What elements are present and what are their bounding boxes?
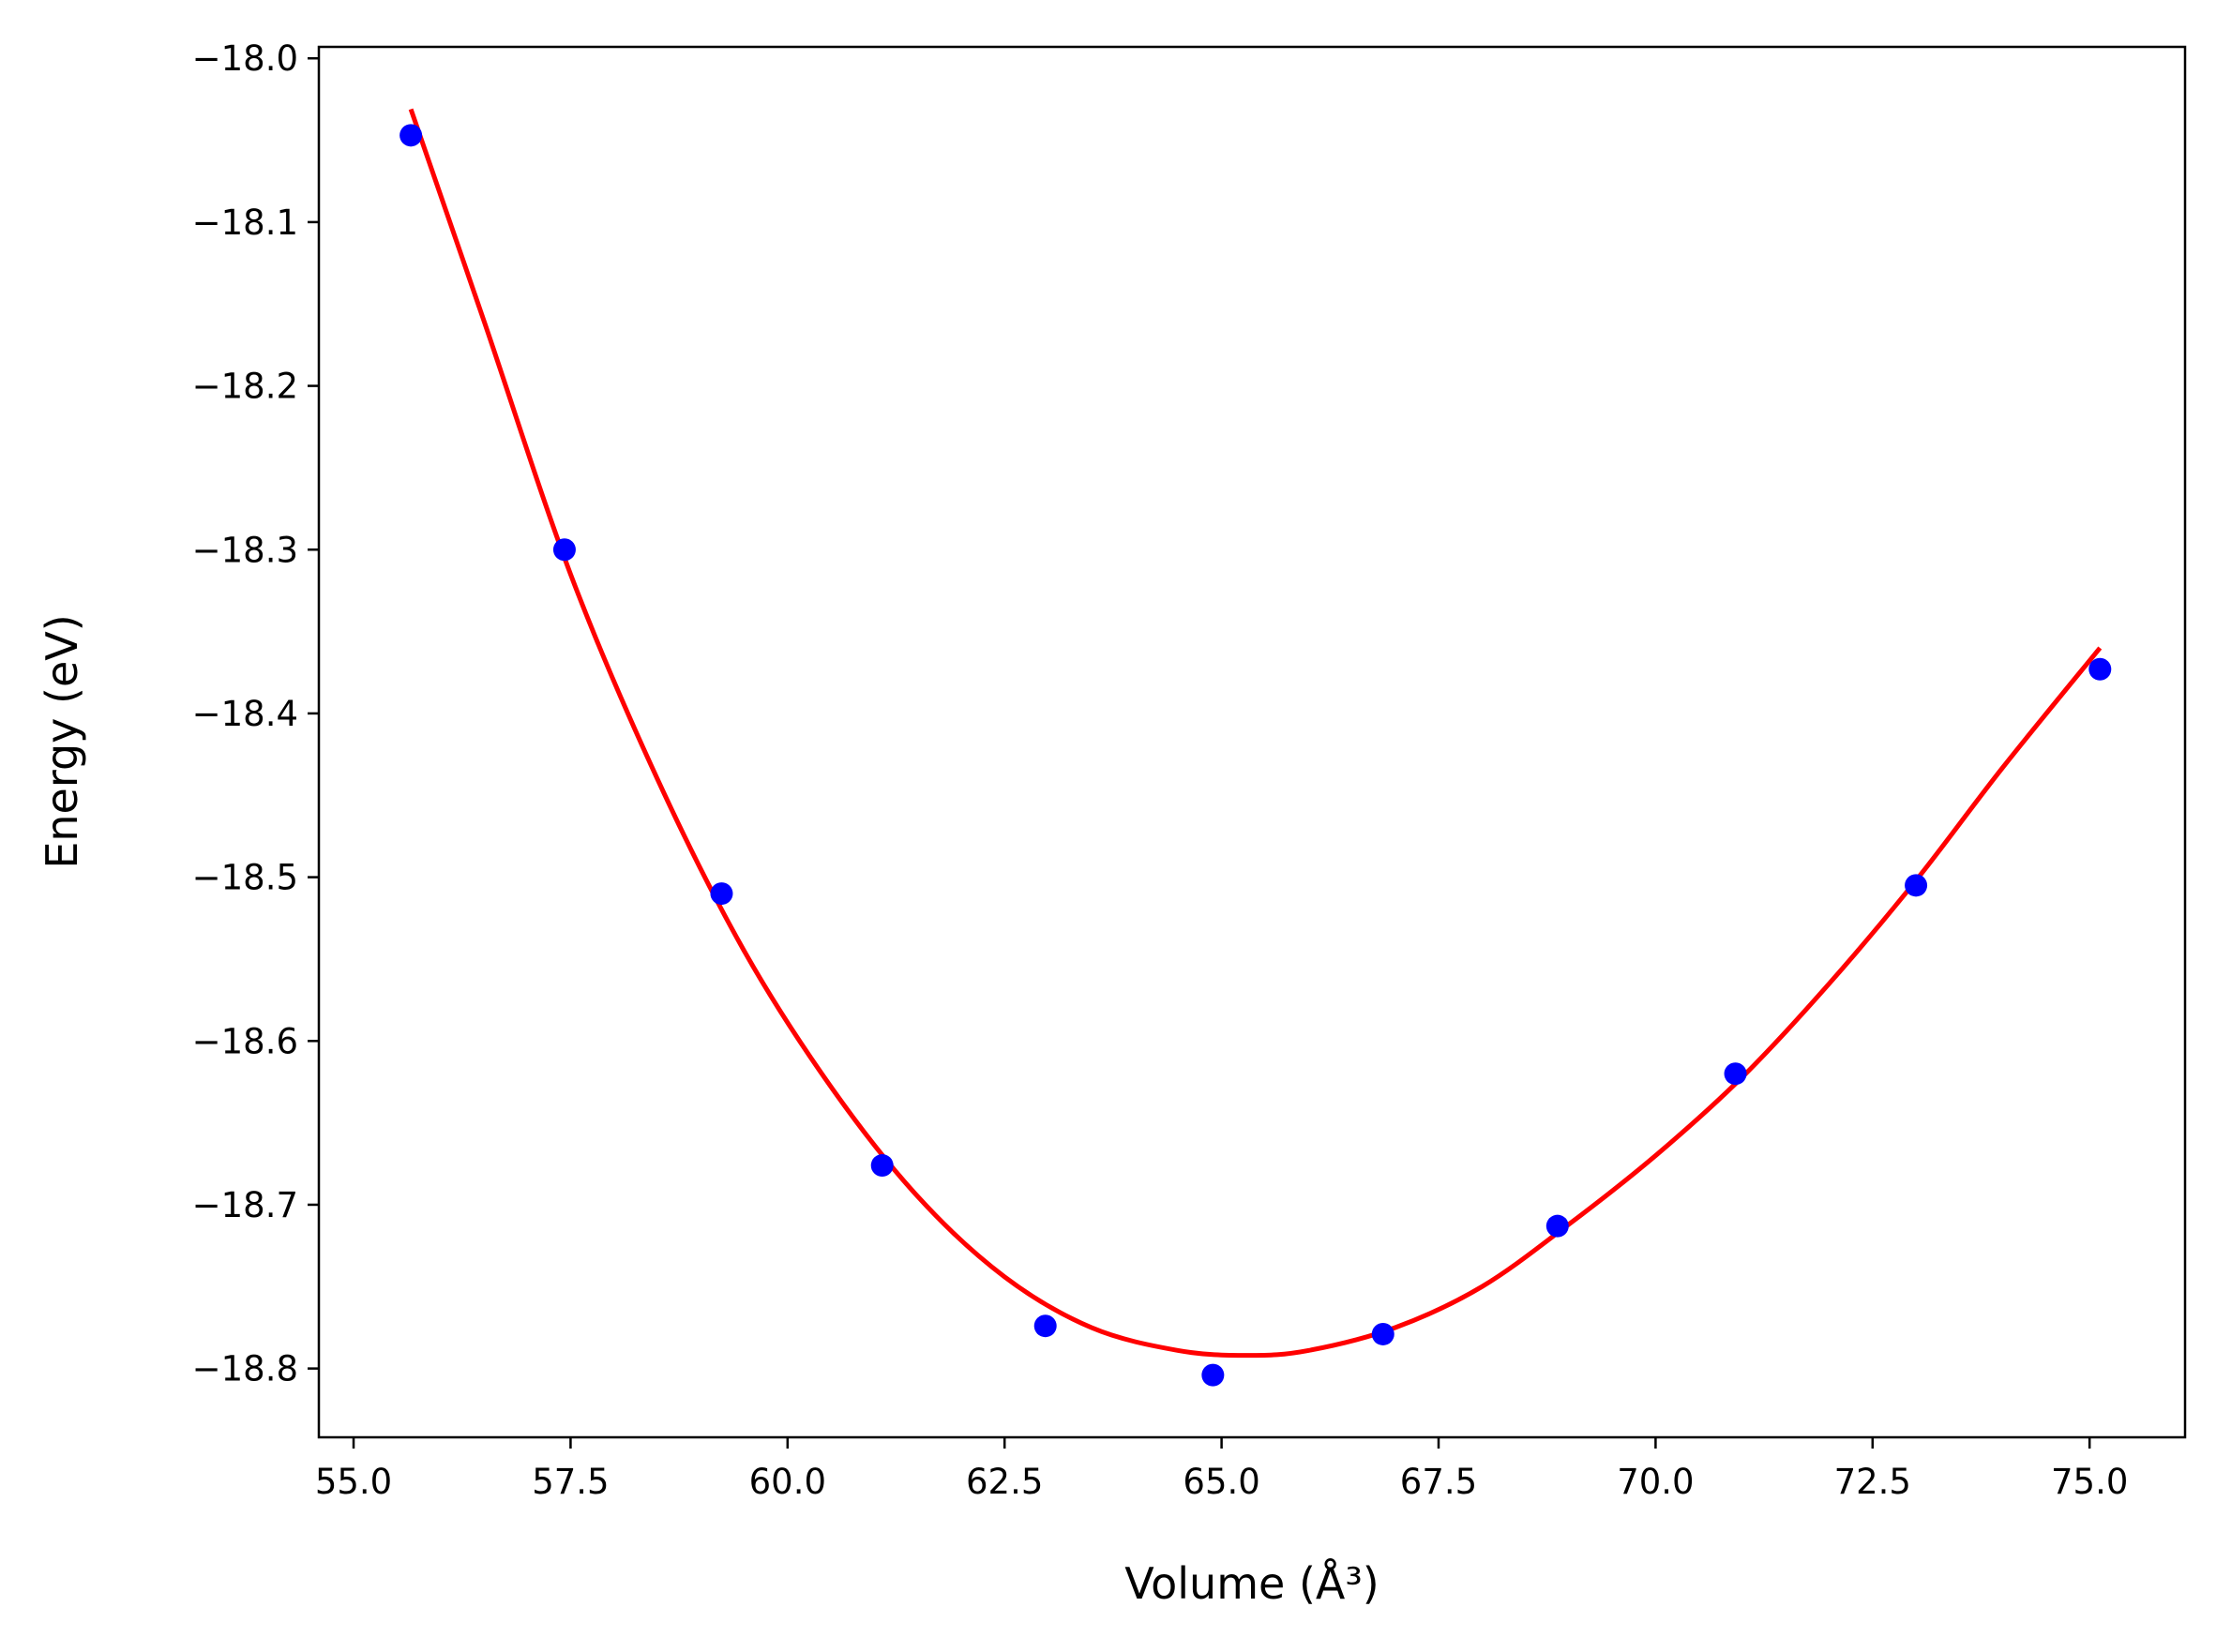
y-tick-label: −18.8 [192,1349,298,1389]
x-axis-label: Volume (Å³) [1124,1558,1379,1609]
y-tick-label: −18.1 [192,203,298,243]
x-tick-label: 65.0 [1183,1462,1259,1502]
y-tick-label: −18.7 [192,1185,298,1225]
x-tick-label: 55.0 [315,1462,392,1502]
x-tick-label: 72.5 [1834,1462,1911,1502]
fit-curve [408,108,2103,1359]
y-tick-label: −18.0 [192,38,298,79]
axes-frame [317,45,2187,1439]
x-tick-label: 57.5 [532,1462,609,1502]
y-tick-label: −18.5 [192,858,298,898]
data-point [870,1154,894,1178]
data-point [1905,874,1928,897]
x-axis-ticks: 55.0 57.5 60.0 62.5 65.0 67.5 70.0 72.5 75.0 [315,1437,2128,1502]
x-tick-label: 75.0 [2051,1462,2128,1502]
x-tick-label: 60.0 [749,1462,826,1502]
x-tick-label: 67.5 [1400,1462,1477,1502]
data-point [1033,1314,1057,1338]
data-point [552,538,576,562]
plot-area [399,108,2112,1387]
y-tick-label: −18.4 [192,694,298,734]
data-point [1724,1062,1747,1086]
x-tick-label: 70.0 [1617,1462,1694,1502]
data-point [1545,1214,1569,1238]
data-point [399,124,423,147]
data-point [1371,1322,1394,1345]
y-tick-label: −18.6 [192,1021,298,1061]
data-point [2088,657,2112,681]
y-axis-label: Energy (eV) [37,614,87,868]
y-tick-label: −18.2 [192,367,298,407]
y-tick-label: −18.3 [192,530,298,570]
x-tick-label: 62.5 [966,1462,1043,1502]
data-point [710,882,733,906]
data-point [1201,1363,1225,1387]
y-axis-ticks: −18.0 −18.1 −18.2 −18.3 −18.4 −18.5 −18.6 −18.7… [192,38,319,1389]
